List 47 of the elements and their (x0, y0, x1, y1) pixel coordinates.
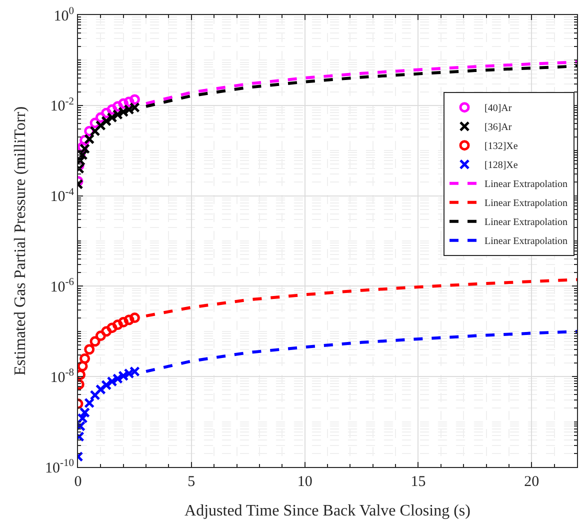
y-axis-title: Estimated Gas Partial Pressure (milliTorr) (12, 106, 29, 376)
line-series (144, 278, 577, 318)
point (112, 320, 123, 330)
point (84, 134, 95, 144)
point (95, 330, 106, 342)
point (78, 360, 88, 372)
y-tick-label: 10$^{0}$ (54, 6, 74, 24)
point (80, 143, 90, 154)
point (101, 108, 112, 118)
legend-label: Linear Extrapolation (484, 179, 568, 190)
point (95, 384, 106, 395)
point (118, 316, 129, 328)
point (78, 412, 88, 424)
point (129, 94, 140, 105)
point (106, 104, 118, 115)
point (95, 120, 106, 131)
legend-label: Linear Extrapolation (484, 236, 568, 248)
point (80, 353, 90, 364)
point (90, 336, 100, 347)
point (124, 314, 134, 326)
point (106, 322, 118, 334)
y-tick-label: 10$^{-8}$ (50, 368, 74, 386)
legend-label: Linear Extrapolation (484, 198, 568, 210)
x-tick-label: 10 (297, 474, 312, 490)
point (84, 398, 95, 408)
point (80, 407, 90, 418)
legend-label: [40]Ar (484, 103, 512, 114)
y-tick-label: 10$^{-2}$ (50, 96, 74, 115)
legend-label: [36]Ar (484, 122, 512, 134)
legend-label: Linear Extrapolation (484, 217, 568, 228)
point (129, 312, 140, 324)
y-tick-label: 10$^{-10}$ (45, 458, 74, 476)
line-series (144, 330, 577, 373)
x-tick-label: 20 (524, 474, 540, 490)
y-tick-label: 10$^{-4}$ (50, 186, 75, 206)
point (90, 126, 100, 136)
point (90, 390, 100, 400)
y-tick-label: 10$^{-6}$ (50, 277, 74, 296)
point (101, 326, 112, 337)
point (118, 98, 129, 109)
x-tick-label: 5 (188, 474, 196, 490)
legend-label: [128]Xe (484, 160, 518, 172)
x-tick-label: 0 (74, 474, 82, 490)
legend-label: [132]Xe (484, 141, 518, 152)
x-tick-label: 15 (410, 474, 426, 490)
x-axis-title: Adjusted Time Since Back Valve Closing (s) (184, 502, 470, 520)
point (84, 344, 95, 355)
